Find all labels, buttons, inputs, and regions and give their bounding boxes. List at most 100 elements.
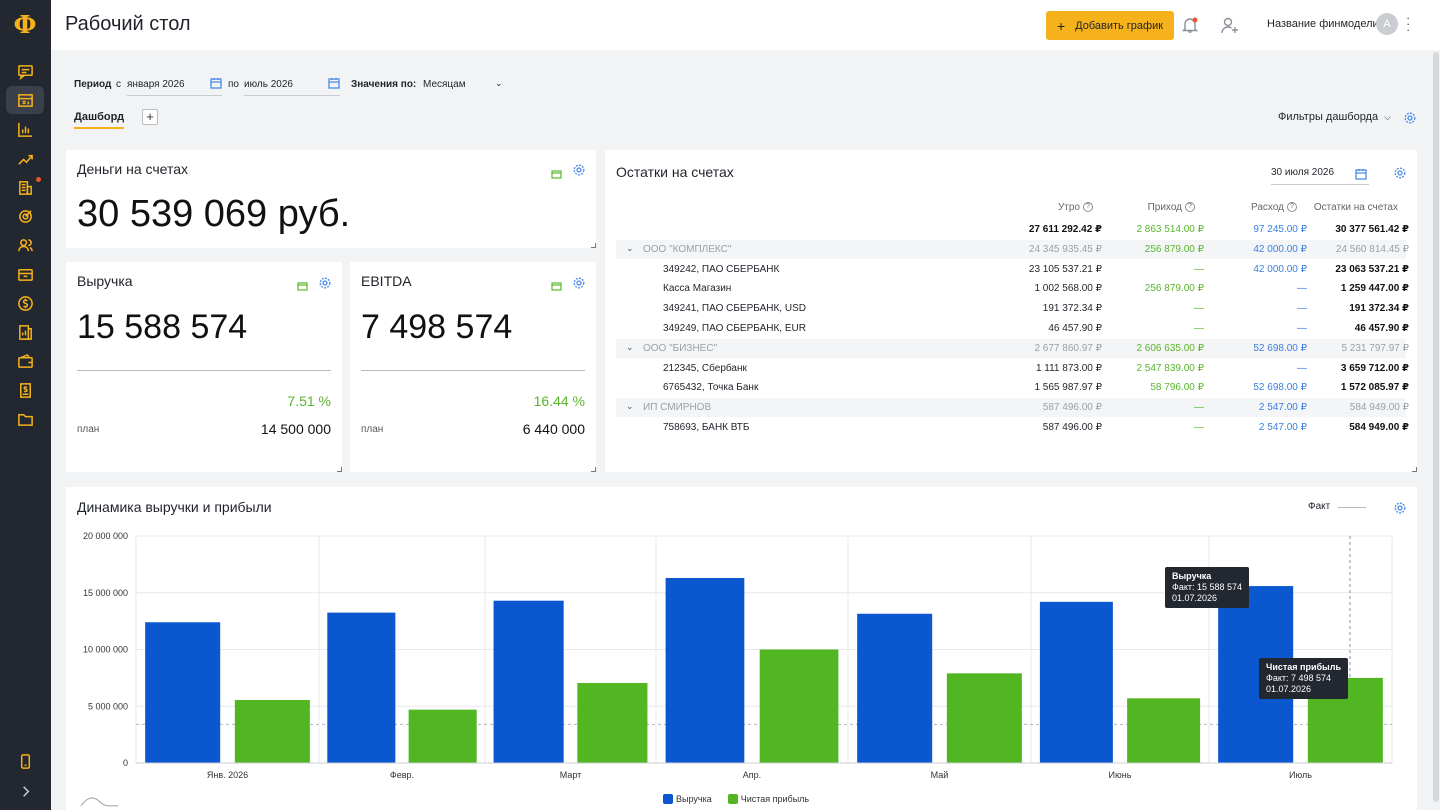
bar-revenue[interactable] (145, 622, 221, 763)
table-row[interactable]: 758693, БАНК ВТБ 587 496.00 ₽ — 2 547.00 ₽ 5… (616, 418, 1409, 437)
chevron-down-icon[interactable]: ⌄ (626, 341, 634, 352)
balances-date-input[interactable]: 30 июля 2026 (1271, 165, 1369, 185)
y-tick-label: 15 000 000 (83, 588, 128, 598)
sidebar-item-structure[interactable] (6, 173, 44, 201)
bar-profit[interactable] (577, 682, 648, 763)
card-settings-icon[interactable] (573, 163, 585, 176)
add-user-icon[interactable] (1220, 15, 1240, 35)
bar-chart[interactable]: 0 5 000 000 10 000 000 15 000 000 20 000 000… (66, 487, 1417, 810)
sidebar-item-files[interactable] (6, 405, 44, 433)
bell-icon[interactable] (1180, 15, 1200, 35)
table-view-icon[interactable] (297, 278, 308, 291)
dashboard-filters-dropdown[interactable]: Фильтры дашборда ⌵ (1278, 111, 1391, 123)
sidebar-item-dashboard[interactable] (6, 86, 44, 114)
resize-handle[interactable] (337, 467, 342, 472)
cell-balance: 5 231 797.97 ₽ (1341, 342, 1409, 354)
chart-settings-icon[interactable] (1394, 501, 1406, 514)
sidebar-item-counterparties[interactable] (6, 231, 44, 259)
table-row[interactable]: Касса Магазин 1 002 568.00 ₽ 256 879.00 ₽ —… (616, 279, 1409, 298)
cell-income: 2 547 839.00 ₽ (1136, 362, 1204, 374)
fact-toggle-label[interactable]: Факт (1308, 501, 1331, 512)
cell-expense: — (1297, 283, 1307, 295)
calendar-icon[interactable] (210, 77, 222, 89)
card-settings-icon[interactable] (319, 276, 331, 289)
sidebar-item-wallet[interactable] (6, 347, 44, 375)
table-group-row[interactable]: ⌄ ИП СМИРНОВ 587 496.00 ₽ — 2 547.00 ₽ 584 94… (616, 398, 1409, 418)
sidebar-item-analytics[interactable] (6, 144, 44, 172)
app-logo[interactable]: Ф (13, 10, 37, 39)
sidebar-item-invoices[interactable] (6, 376, 44, 404)
sidebar-item-mobile[interactable] (6, 747, 44, 775)
legend-item-profit[interactable]: Чистая прибыль (727, 794, 809, 804)
model-name[interactable]: Название финмодели (1267, 18, 1379, 30)
legend-item-revenue[interactable]: Выручка (663, 794, 712, 804)
page-title: Рабочий стол (65, 13, 191, 35)
table-row[interactable]: 349242, ПАО СБЕРБАНК 23 105 537.21 ₽ — 42 0… (616, 260, 1409, 279)
dashboard-settings-icon[interactable] (1404, 111, 1416, 124)
bar-revenue[interactable] (1039, 601, 1113, 763)
scrollbar-thumb[interactable] (1433, 52, 1439, 802)
period-from-input[interactable]: января 2026 (127, 76, 222, 96)
add-chart-button[interactable]: + Добавить график (1046, 11, 1174, 40)
sidebar-item-payments[interactable] (6, 289, 44, 317)
cell-expense: — (1297, 323, 1307, 334)
sidebar-item-messages[interactable] (6, 57, 44, 85)
bar-revenue[interactable] (665, 577, 745, 763)
table-row[interactable]: 6765432, Точка Банк 1 565 987.97 ₽ 58 796.… (616, 378, 1409, 397)
avatar[interactable]: A (1376, 13, 1398, 35)
chevron-down-icon[interactable]: ⌄ (626, 242, 634, 253)
sidebar-item-reports[interactable] (6, 115, 44, 143)
bar-profit[interactable] (1127, 698, 1201, 763)
sidebar-item-accounts[interactable] (6, 260, 44, 288)
bar-profit[interactable] (234, 700, 310, 763)
table-total-row[interactable]: 27 611 292.42 ₽ 2 863 514.00 ₽ 97 245.00 ₽… (616, 220, 1409, 239)
more-menu-icon[interactable]: · · · (1406, 10, 1411, 37)
chevron-right-icon (22, 785, 29, 797)
calendar-icon[interactable] (328, 77, 340, 89)
table-row[interactable]: 212345, Сбербанк 1 111 873.00 ₽ 2 547 839.… (616, 359, 1409, 378)
add-tab-button[interactable]: + (142, 109, 158, 125)
cell-morning: 587 496.00 ₽ (1042, 422, 1102, 433)
bar-profit[interactable] (946, 673, 1022, 763)
tab-dashboard[interactable]: Дашборд (74, 111, 125, 129)
values-by-select[interactable]: Месяцам ⌄ (423, 76, 505, 96)
card-settings-icon[interactable] (573, 276, 585, 289)
period-from-value: января 2026 (127, 79, 185, 90)
bar-profit[interactable] (759, 649, 839, 764)
cell-income: — (1194, 422, 1204, 433)
sidebar-item-goals[interactable] (6, 202, 44, 230)
help-icon[interactable]: ? (1287, 202, 1297, 213)
period-to-input[interactable]: июль 2026 (244, 76, 340, 96)
x-tick-label: Февр. (390, 770, 414, 780)
resize-handle[interactable] (1412, 467, 1417, 472)
table-row[interactable]: 349249, ПАО СБЕРБАНК, EUR 46 457.90 ₽ — — 46… (616, 319, 1409, 338)
bar-revenue[interactable] (857, 613, 933, 763)
table-view-icon[interactable] (551, 166, 562, 179)
folder-icon (17, 413, 33, 426)
balances-card-title: Остатки на счетах (616, 164, 734, 180)
notification-dot (36, 177, 41, 182)
help-icon[interactable]: ? (1185, 202, 1195, 213)
table-group-row[interactable]: ⌄ ООО "БИЗНЕС" 2 677 860.97 ₽ 2 606 635.00 … (616, 338, 1409, 358)
card-settings-icon[interactable] (1394, 166, 1406, 179)
bar-revenue[interactable] (327, 612, 396, 763)
sidebar-item-plans[interactable] (6, 318, 44, 346)
page-scrollbar[interactable] (1432, 50, 1440, 810)
resize-handle[interactable] (591, 243, 596, 248)
revenue-profit-chart-card: Динамика выручки и прибыли Факт 0 5 000 0… (66, 487, 1417, 810)
cell-expense: 52 698.00 ₽ (1253, 382, 1307, 394)
bar-revenue[interactable] (493, 600, 564, 763)
cell-morning: 587 496.00 ₽ (1042, 402, 1102, 414)
ebitda-plan-label: план (361, 424, 384, 435)
col-header-income: Приход? (1115, 202, 1195, 213)
resize-handle[interactable] (591, 467, 596, 472)
chevron-down-icon[interactable]: ⌄ (626, 401, 634, 412)
row-name: ИП СМИРНОВ (643, 402, 712, 414)
table-row[interactable]: 349241, ПАО СБЕРБАНК, USD 191 372.34 ₽ — — 1… (616, 299, 1409, 318)
table-group-row[interactable]: ⌄ ООО "КОМПЛЕКС" 24 345 935.45 ₽ 256 879.00… (616, 239, 1409, 259)
sidebar-expand-button[interactable] (6, 777, 44, 805)
calendar-icon[interactable] (1355, 168, 1367, 180)
table-view-icon[interactable] (551, 278, 562, 291)
bar-profit[interactable] (408, 709, 477, 763)
help-icon[interactable]: ? (1083, 202, 1093, 213)
